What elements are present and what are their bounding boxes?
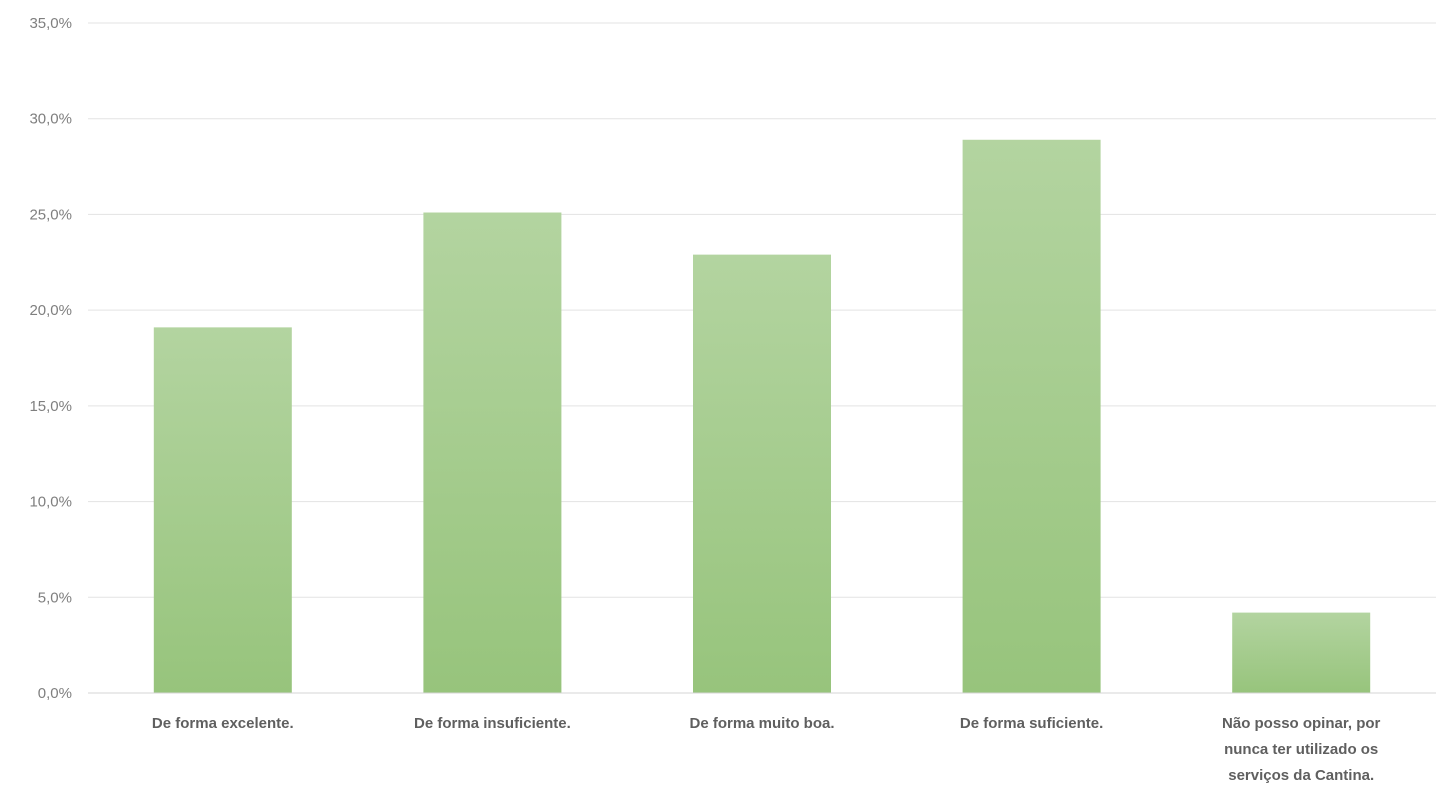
y-axis-tick-labels: 0,0% 5,0% 10,0% 15,0% 20,0% 25,0% 30,0% 35,0% [29,15,72,702]
y-tick-label: 10,0% [29,494,72,511]
y-tick-label: 15,0% [29,398,72,415]
bar [1232,612,1371,693]
x-category-label: Não posso opinar, por nunca ter utilizado… [1222,715,1381,784]
y-tick-label: 20,0% [29,302,72,319]
x-category-label: De forma excelente. [152,715,294,732]
bar [153,327,292,693]
y-tick-label: 30,0% [29,111,72,128]
y-tick-label: 35,0% [29,15,72,32]
bars [153,139,1371,693]
x-category-label: De forma muito boa. [689,715,834,732]
bar [693,254,831,693]
x-category-label: De forma insuficiente. [414,715,571,732]
bar [962,139,1101,693]
x-category-label: De forma suficiente. [960,715,1103,732]
x-axis-category-labels: De forma excelente. De forma insuficiente… [152,715,1381,784]
y-tick-label: 5,0% [38,589,72,606]
y-tick-label: 0,0% [38,685,72,702]
bar [423,212,562,693]
y-tick-label: 25,0% [29,206,72,223]
